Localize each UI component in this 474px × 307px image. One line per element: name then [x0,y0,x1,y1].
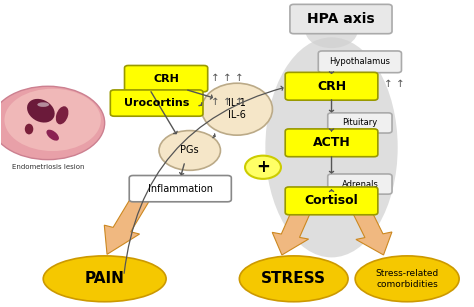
Text: Hypothalamus: Hypothalamus [329,57,391,66]
FancyBboxPatch shape [285,129,378,157]
Text: Cortisol: Cortisol [305,194,358,207]
Text: ↑ ↑ ↑: ↑ ↑ ↑ [211,97,244,107]
Text: STRESS: STRESS [261,271,326,286]
Polygon shape [353,210,392,255]
FancyBboxPatch shape [328,174,392,194]
FancyBboxPatch shape [290,4,392,34]
Text: Adrenals: Adrenals [341,180,378,188]
FancyBboxPatch shape [318,51,401,73]
Text: IL-1
IL-6: IL-1 IL-6 [228,98,246,120]
Text: ACTH: ACTH [313,136,350,149]
Ellipse shape [27,99,55,122]
Text: Inflammation: Inflammation [148,184,213,194]
Circle shape [245,156,281,179]
FancyBboxPatch shape [125,65,208,92]
Ellipse shape [56,106,68,124]
Polygon shape [272,211,310,255]
Text: Urocortins: Urocortins [124,98,189,108]
Ellipse shape [43,256,166,302]
FancyBboxPatch shape [328,113,392,133]
Text: Pituitary: Pituitary [342,119,377,127]
Ellipse shape [159,130,220,170]
FancyBboxPatch shape [285,187,378,215]
Ellipse shape [355,256,459,302]
FancyBboxPatch shape [110,90,203,116]
Circle shape [4,89,101,151]
FancyBboxPatch shape [129,176,231,202]
Text: PAIN: PAIN [85,271,125,286]
Ellipse shape [239,256,348,302]
Text: ↑ ↑ ↑: ↑ ↑ ↑ [211,73,244,83]
Text: +: + [256,158,270,176]
FancyBboxPatch shape [285,72,378,100]
Ellipse shape [46,130,59,141]
Circle shape [306,14,357,48]
Text: CRH: CRH [317,80,346,93]
Text: HPA axis: HPA axis [307,12,375,26]
Circle shape [0,86,105,160]
Text: PGs: PGs [181,146,199,155]
Text: CRH: CRH [153,74,179,84]
Ellipse shape [37,102,49,107]
Text: Endometriosis lesion: Endometriosis lesion [12,164,84,170]
Text: ↑ ↑: ↑ ↑ [383,79,404,89]
Ellipse shape [265,37,398,257]
Ellipse shape [25,124,33,134]
Ellipse shape [201,83,273,135]
Polygon shape [104,197,149,255]
Text: Stress-related
comorbidities: Stress-related comorbidities [375,269,439,289]
